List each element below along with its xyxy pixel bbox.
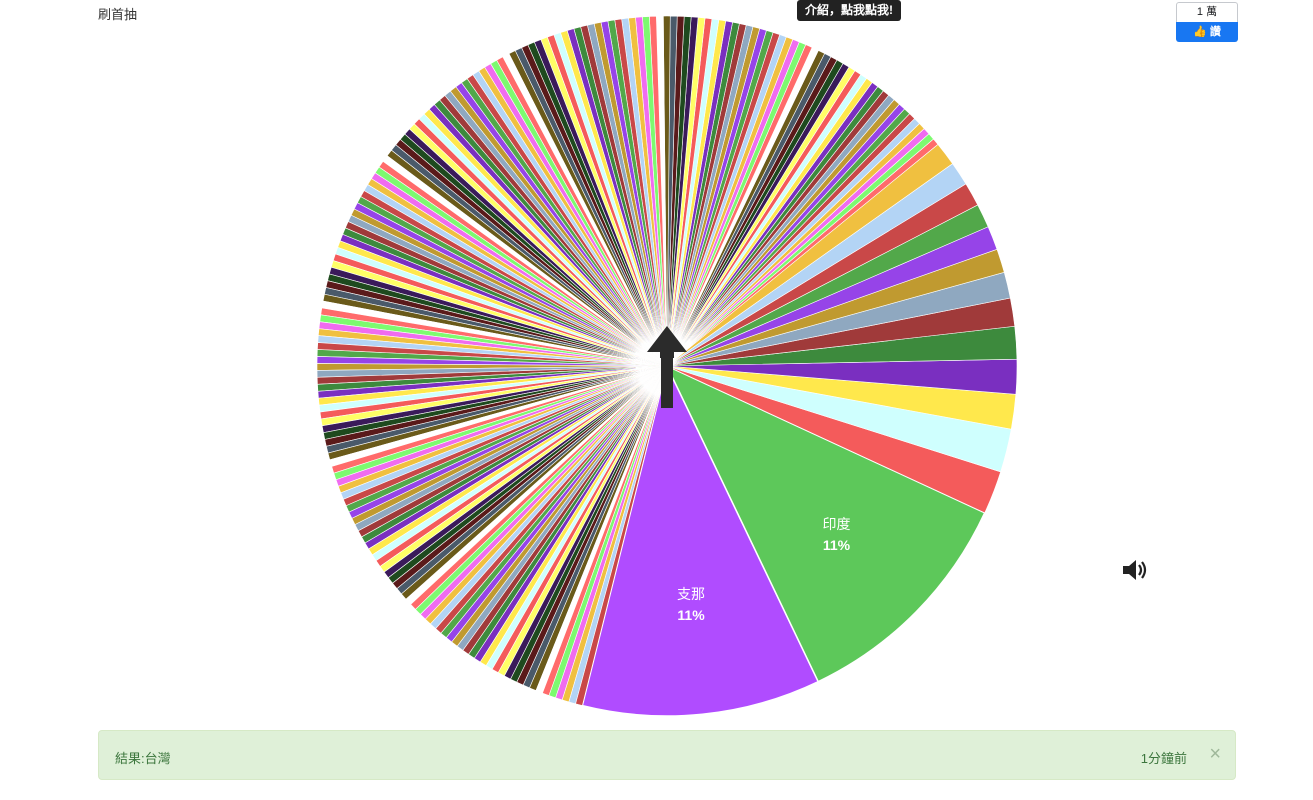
wheel-labels: 支那 11% 印度 11% (677, 517, 851, 623)
like-count: 1 萬 (1176, 2, 1238, 22)
slice-label: 印度 (822, 517, 850, 533)
result-timestamp: 1分鐘前 (1140, 751, 1187, 766)
slice-label: 支那 (677, 587, 705, 603)
close-icon[interactable]: × (1209, 743, 1221, 765)
wheel-slices (317, 16, 1017, 716)
up-arrow-icon[interactable] (647, 326, 687, 408)
first-draw-link[interactable]: 刷首抽 (98, 7, 138, 22)
slice-percent: 11% (677, 607, 705, 623)
wheel-slice (575, 365, 668, 706)
like-button-label: 讚 (1209, 26, 1221, 38)
like-button[interactable]: 👍 讚 (1176, 22, 1238, 42)
result-alert: 結果:台灣 1分鐘前 × (98, 730, 1236, 780)
wheel-slice-支那 (581, 363, 820, 716)
speaker-icon[interactable] (1120, 556, 1152, 584)
intro-tooltip-button[interactable]: 介紹，點我點我! (797, 0, 901, 21)
facebook-like-widget[interactable]: 1 萬 👍 讚 (1176, 2, 1238, 42)
slice-percent: 11% (823, 537, 851, 553)
spin-wheel[interactable]: 支那 11% 印度 11% (317, 16, 1017, 716)
result-text: 結果:台灣 (115, 751, 171, 766)
wheel-slice-印度 (665, 364, 986, 683)
thumbs-up-icon: 👍 (1193, 26, 1207, 38)
